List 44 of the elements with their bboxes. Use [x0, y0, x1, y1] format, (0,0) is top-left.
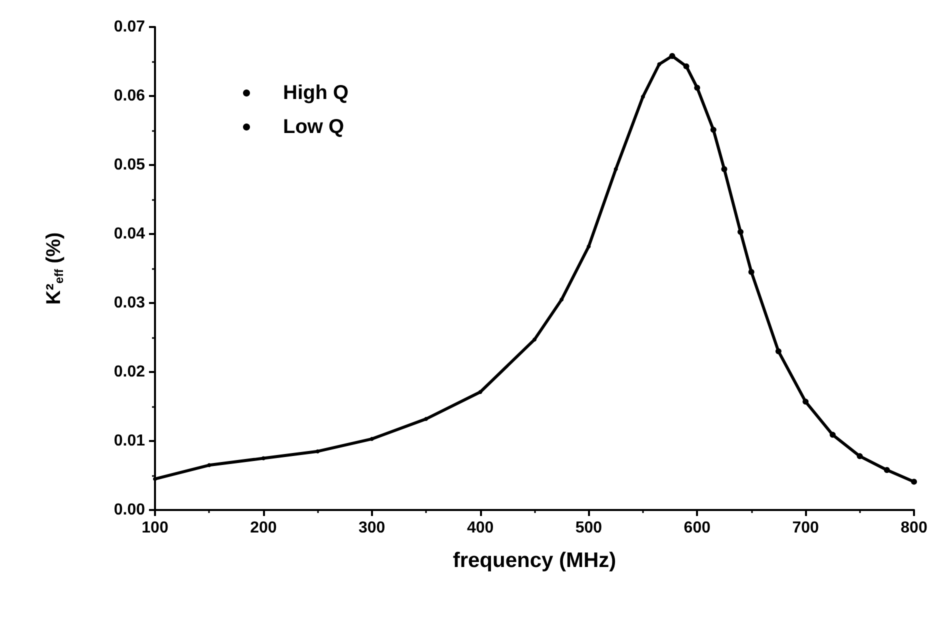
y-tick-label: 0.03 [114, 294, 146, 312]
y-tick-label: 0.05 [114, 156, 146, 174]
x-tick-label: 800 [900, 520, 928, 536]
y-tick-label: 0.02 [114, 364, 146, 380]
point [738, 228, 744, 235]
point [207, 463, 212, 468]
point [532, 338, 536, 342]
x-tick-label: 400 [466, 520, 494, 536]
x-tick-label: 200 [250, 520, 277, 536]
point [775, 348, 782, 354]
y-tick-label: 0.01 [114, 432, 146, 450]
x-tick-label: 600 [684, 520, 711, 536]
point [830, 432, 836, 438]
point [802, 398, 809, 405]
x-tick-label: 300 [358, 520, 386, 536]
point [370, 436, 374, 441]
point [424, 416, 428, 421]
point [478, 390, 482, 394]
legend-label: Low Q [283, 116, 344, 138]
y-tick-label: 0.00 [114, 502, 146, 518]
x-tick-label: 100 [142, 520, 168, 536]
point [856, 453, 863, 460]
point [683, 63, 690, 70]
point [657, 62, 662, 66]
y-tick-label: 0.06 [114, 88, 146, 104]
point [153, 476, 157, 481]
y-tick-label: 0.04 [114, 226, 146, 242]
point [694, 84, 700, 91]
x-axis-title: frequency (MHz) [452, 549, 616, 572]
x-tick-label: 500 [575, 520, 602, 536]
y-tick-label: 0.07 [114, 18, 146, 36]
y-axis-title: K²eff (%) [43, 232, 66, 305]
point [884, 466, 890, 473]
point [316, 449, 320, 454]
point [560, 298, 564, 302]
point [721, 166, 728, 172]
legend-label: High Q [283, 82, 349, 104]
x-tick-label: 700 [792, 520, 820, 536]
point [911, 478, 917, 485]
point [614, 167, 618, 172]
point [586, 244, 591, 248]
point [748, 268, 754, 275]
point [640, 94, 645, 99]
point [710, 126, 716, 133]
